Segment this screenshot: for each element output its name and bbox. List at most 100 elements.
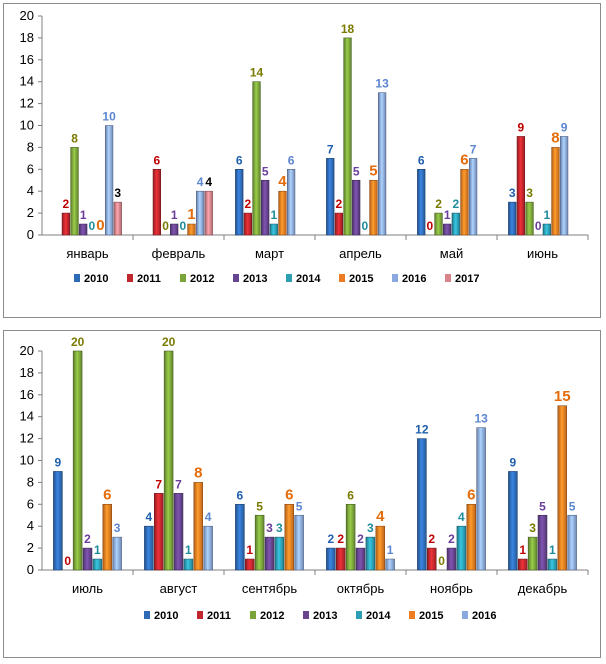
bar-2011 [154,493,164,571]
x-category-label: январь [66,246,108,261]
bar-2016 [567,514,577,571]
bar-2015 [375,525,386,571]
bar-2016 [195,190,205,236]
legend-label-2012: 2012 [260,610,284,622]
bar-2014 [365,536,376,571]
x-category-label: август [160,581,198,596]
legend-swatch-2010 [74,274,80,282]
bar-2013 [446,547,457,571]
data-label-2011: 0 [427,219,434,233]
data-label-2016: 7 [470,142,477,156]
bar-2013 [443,223,452,236]
y-tick-label: 4 [27,183,34,198]
y-tick-label: 18 [20,30,34,45]
y-tick-label: 12 [20,96,34,111]
bar-2016 [559,136,569,236]
bar-2015 [187,223,196,236]
bar-2015 [369,179,378,236]
data-label-2011: 2 [245,197,252,211]
x-category-label: май [440,246,463,261]
x-category-label: октябрь [337,581,385,596]
y-tick-label: 14 [20,409,34,424]
bar-2011 [334,212,344,236]
data-label-2016: 5 [296,499,303,513]
data-label-2013: 2 [448,532,455,546]
data-label-2016: 9 [561,120,568,134]
data-label-2012: 0 [438,554,445,568]
bar-2014 [269,223,278,236]
data-label-2014: 1 [185,543,192,557]
bar-2010 [235,504,245,571]
data-label-2012: 3 [529,521,536,535]
data-label-2016: 6 [288,153,295,167]
data-label-2011: 7 [155,477,162,491]
legend-label-2012: 2012 [190,273,214,285]
data-label-2014: 4 [458,510,465,524]
bar-2012 [163,350,174,571]
data-label-2015: 8 [551,129,559,146]
data-label-2013: 2 [357,532,364,546]
legend-label-2015: 2015 [349,273,373,285]
bar-2013 [261,179,270,236]
legend-label-2017: 2017 [455,273,479,285]
bar-2011 [335,547,346,571]
data-label-2014: 3 [367,521,374,535]
data-label-2013: 5 [539,499,546,513]
bar-2014 [92,558,103,571]
data-label-2016: 4 [197,175,204,189]
y-tick-label: 16 [20,387,34,402]
y-tick-label: 12 [20,431,34,446]
bar-2016 [203,525,213,571]
bar-2014 [451,212,460,236]
bar-2011 [517,558,528,571]
bar-2014 [456,525,467,571]
x-category-label: июль [72,581,103,596]
bar-2015 [460,169,469,236]
bar-2016 [294,514,304,571]
bar-2013 [170,223,179,236]
bar-2010 [417,438,427,571]
data-label-2014: 0 [88,219,95,233]
bar-2010 [508,201,517,236]
x-category-label: март [255,246,284,261]
bar-2013 [79,223,88,236]
bar-2016 [476,427,486,571]
data-label-2014: 1 [549,543,556,557]
bar-2010 [326,158,335,236]
data-label-2014: 2 [452,197,459,211]
data-label-2011: 9 [518,120,525,134]
data-label-2017: 3 [114,186,121,200]
data-label-2012: 2 [435,197,442,211]
bar-2015 [278,190,287,236]
legend-swatch-2013 [303,611,309,619]
data-label-2012: 18 [341,22,355,36]
bar-2011 [152,169,162,236]
data-label-2011: 2 [336,197,343,211]
data-label-2013: 1 [444,208,451,222]
legend-swatch-2013 [233,274,239,282]
chart-2: 02468101214161820июль90202163август47207… [20,335,589,622]
data-label-2011: 6 [154,153,161,167]
data-label-2010: 6 [236,153,243,167]
legend-swatch-2016 [462,611,468,619]
legend-label-2016: 2016 [472,610,496,622]
data-label-2015: 15 [554,388,571,405]
legend-swatch-2012 [180,274,186,282]
data-label-2012: 0 [162,219,169,233]
data-label-2014: 1 [94,543,101,557]
legend-label-2014: 2014 [366,610,391,622]
y-tick-label: 2 [27,540,34,555]
data-label-2012: 14 [250,66,264,80]
y-tick-label: 8 [27,474,34,489]
data-label-2013: 1 [171,208,178,222]
legend-label-2016: 2016 [402,273,426,285]
data-label-2013: 1 [80,208,87,222]
data-label-2013: 3 [266,521,273,535]
data-label-2015: 4 [376,508,385,525]
data-label-2014: 0 [179,219,186,233]
legend-swatch-2017 [445,274,451,282]
data-label-2012: 20 [71,335,85,349]
x-category-label: февраль [152,246,206,261]
bar-2013 [352,179,361,236]
chart-panel-2: 0 2 4 6 8 10 12 14 16 18 20 июль 9 0 20 2 1 6 3 август 4 7 20 7… [3,330,601,658]
